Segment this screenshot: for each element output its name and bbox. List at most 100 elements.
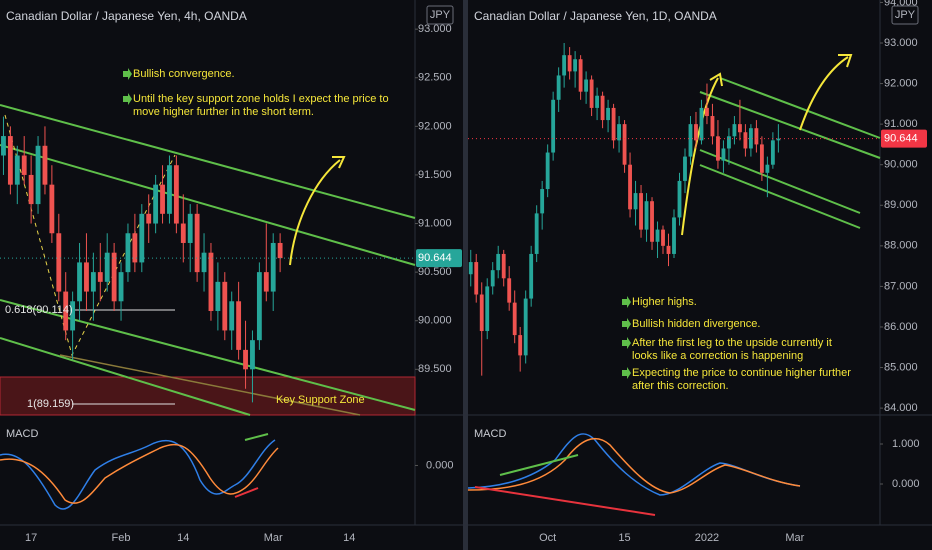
candle-body	[173, 165, 179, 224]
candle-body	[595, 95, 600, 108]
last-price-box	[881, 129, 927, 148]
candle-body	[14, 155, 20, 185]
candle-body	[270, 242, 276, 292]
candle-body	[111, 252, 117, 302]
candle-body	[650, 201, 654, 242]
y-tick-label: 84.000	[884, 402, 918, 414]
currency-label: JPY	[895, 9, 916, 21]
signal-line	[467, 438, 801, 494]
candle-body	[187, 213, 193, 243]
candle-body	[474, 262, 479, 295]
bullet	[622, 296, 631, 308]
x-tick-label: Feb	[112, 532, 131, 544]
annotation: Bullish hidden divergence.	[632, 318, 760, 330]
candle-body	[545, 152, 550, 190]
indicator-label: MACD	[6, 428, 38, 440]
candle-body	[677, 180, 682, 218]
candle-body	[732, 124, 737, 137]
candle-body	[776, 138, 781, 141]
candle-body	[104, 252, 110, 282]
candle-body	[236, 301, 242, 350]
y-tick-label: 92.000	[418, 120, 452, 132]
bullet	[622, 337, 631, 349]
y-tick-label: 93.000	[884, 37, 918, 49]
candle-body	[501, 253, 506, 279]
arrow-head	[838, 54, 853, 68]
candle-body	[490, 270, 495, 287]
y-tick-label: 1.000	[892, 438, 920, 450]
macd-line	[0, 439, 276, 510]
y-tick-label: 90.000	[884, 159, 918, 171]
currency-box	[426, 5, 454, 25]
candle-body	[567, 55, 572, 72]
candle-body	[765, 164, 770, 173]
candle-body	[70, 301, 76, 331]
divergence-line	[244, 433, 269, 441]
candle-body	[770, 140, 775, 165]
arrow	[799, 56, 849, 131]
candle-body	[139, 213, 145, 263]
candle-body	[628, 164, 632, 210]
divergence-line	[474, 486, 656, 516]
candle-body	[28, 174, 34, 205]
candle-body	[683, 156, 687, 181]
y-tick-label: 92.000	[884, 77, 918, 89]
y-tick-label: 92.500	[418, 72, 452, 84]
candle-body	[716, 136, 720, 161]
candle-body	[208, 252, 214, 312]
annotation: Bullish convergence.	[133, 68, 235, 80]
candle-body	[277, 242, 283, 259]
candle-body	[180, 223, 186, 243]
channel-line	[719, 77, 881, 139]
candle-body	[540, 189, 545, 214]
last-price-label: 90.644	[418, 252, 452, 264]
y-tick-label: 91.500	[418, 169, 452, 181]
candle-body	[215, 281, 221, 312]
candle-body	[512, 302, 517, 336]
bullet	[622, 367, 631, 379]
fib-label: 0.618(90.114)	[5, 304, 73, 316]
candle-body	[167, 165, 172, 214]
candle-body	[589, 79, 594, 108]
x-tick-label: Oct	[539, 532, 556, 544]
candle-body	[578, 59, 583, 92]
y-tick-label: 91.000	[418, 217, 452, 229]
currency-box	[891, 5, 919, 25]
y-tick-label: 88.000	[884, 240, 918, 252]
channel-line	[0, 337, 251, 416]
y-tick-label: 0.000	[426, 459, 454, 471]
candle-body	[35, 145, 41, 205]
candle-body	[222, 281, 228, 331]
candle-body	[573, 59, 578, 72]
y-tick-label: 89.500	[418, 363, 452, 375]
candle-body	[160, 184, 165, 214]
candle-body	[606, 107, 611, 121]
candle-body	[600, 95, 605, 121]
y-tick-label: 91.000	[884, 118, 918, 130]
candle-body	[201, 252, 207, 273]
bullet	[123, 93, 132, 105]
divergence-line	[499, 454, 579, 476]
candle-body	[90, 272, 96, 292]
candle-body	[118, 272, 124, 302]
support-zone	[0, 376, 416, 416]
x-tick-label: Mar	[785, 532, 804, 544]
channel-line	[699, 149, 861, 214]
candle-body	[7, 136, 13, 185]
x-tick-label: 15	[618, 532, 630, 544]
candle-body	[721, 148, 726, 161]
annotation: Higher highs.	[632, 296, 697, 308]
annotation: after this correction.	[632, 380, 729, 392]
candle-body	[666, 245, 671, 254]
divergence-line	[234, 487, 259, 498]
swing-line	[4, 114, 176, 357]
y-tick-label: 86.000	[884, 321, 918, 333]
candle-body	[63, 291, 69, 331]
panel-divider	[463, 0, 468, 550]
candle-body	[132, 233, 138, 263]
candle-body	[534, 213, 539, 254]
candle-body	[194, 213, 200, 273]
channel-line	[699, 164, 861, 229]
candle-body	[529, 253, 534, 299]
